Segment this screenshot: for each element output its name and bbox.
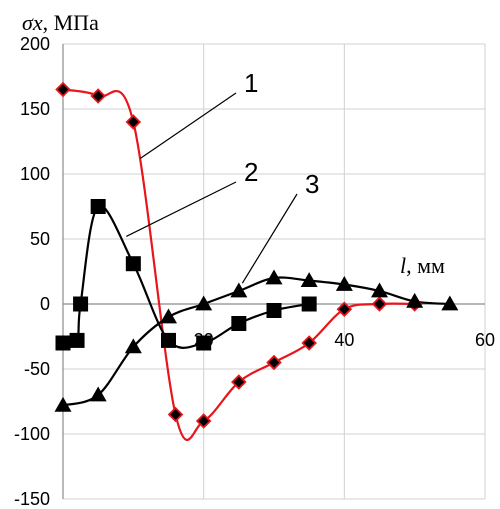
- y-tick-label: -50: [24, 359, 50, 379]
- x-tick-label: 40: [334, 330, 354, 350]
- y-tick-label: -150: [14, 489, 50, 509]
- series-1-point: [195, 413, 212, 429]
- series-3-point: [124, 338, 142, 354]
- series-1-point: [167, 406, 184, 423]
- series-3-point: [371, 282, 388, 298]
- annotation-1-label: 1: [244, 68, 258, 98]
- series-3-point: [406, 292, 424, 308]
- x-axis-title: l, мм: [400, 253, 445, 278]
- series-3-line: [62, 276, 450, 407]
- annotation-3-leader: [241, 193, 298, 284]
- series-3-point: [54, 396, 72, 412]
- series-2-point: [125, 256, 141, 272]
- series-3-point: [265, 269, 283, 285]
- series-3-point: [160, 308, 177, 324]
- label-layer: -150 -100 -50 0 50 100 150 200 20 40 60 σx, МПа l, м…: [14, 10, 495, 509]
- x-tick-label: 20: [194, 330, 214, 350]
- series-1-point: [336, 301, 353, 317]
- series-3-point: [195, 295, 213, 311]
- series-2-point: [266, 303, 282, 318]
- y-tick-label: 50: [30, 229, 50, 249]
- annotation-layer: 1 2 3: [126, 68, 319, 284]
- series-layer: [54, 81, 459, 441]
- series-1-point: [55, 81, 71, 98]
- series-1-point: [266, 354, 282, 371]
- y-tick-label: 100: [20, 164, 50, 184]
- series-2-point: [90, 199, 106, 214]
- series-2-point: [73, 296, 89, 312]
- series-3-point: [230, 282, 248, 298]
- y-tick-label: 200: [20, 34, 50, 54]
- annotation-1-leader: [140, 92, 237, 159]
- y-tick-label: 0: [40, 294, 50, 314]
- series-2-point: [55, 335, 71, 351]
- series-2-point: [161, 332, 176, 348]
- series-2-point: [301, 296, 317, 312]
- annotation-2-leader: [126, 181, 237, 237]
- series-2-point: [231, 316, 247, 331]
- series-1-point: [90, 88, 106, 104]
- series-2-point: [196, 335, 212, 351]
- series-2-point: [69, 332, 85, 348]
- y-axis-title: σx, МПа: [22, 10, 99, 35]
- series-1-point: [301, 335, 317, 351]
- series-3-point: [441, 295, 459, 311]
- series-1-point: [125, 114, 142, 130]
- y-tick-label: 150: [20, 99, 50, 119]
- series-1-point: [231, 374, 247, 390]
- series-3-point: [300, 272, 318, 287]
- y-tick-label: -100: [14, 424, 50, 444]
- series-1-point: [371, 296, 388, 312]
- series-2-line: [62, 204, 310, 349]
- x-tick-label: 60: [475, 330, 495, 350]
- annotation-2-label: 2: [244, 157, 258, 187]
- series-3-point: [335, 276, 353, 291]
- annotation-3-label: 3: [305, 169, 319, 199]
- series-3-point: [89, 386, 107, 402]
